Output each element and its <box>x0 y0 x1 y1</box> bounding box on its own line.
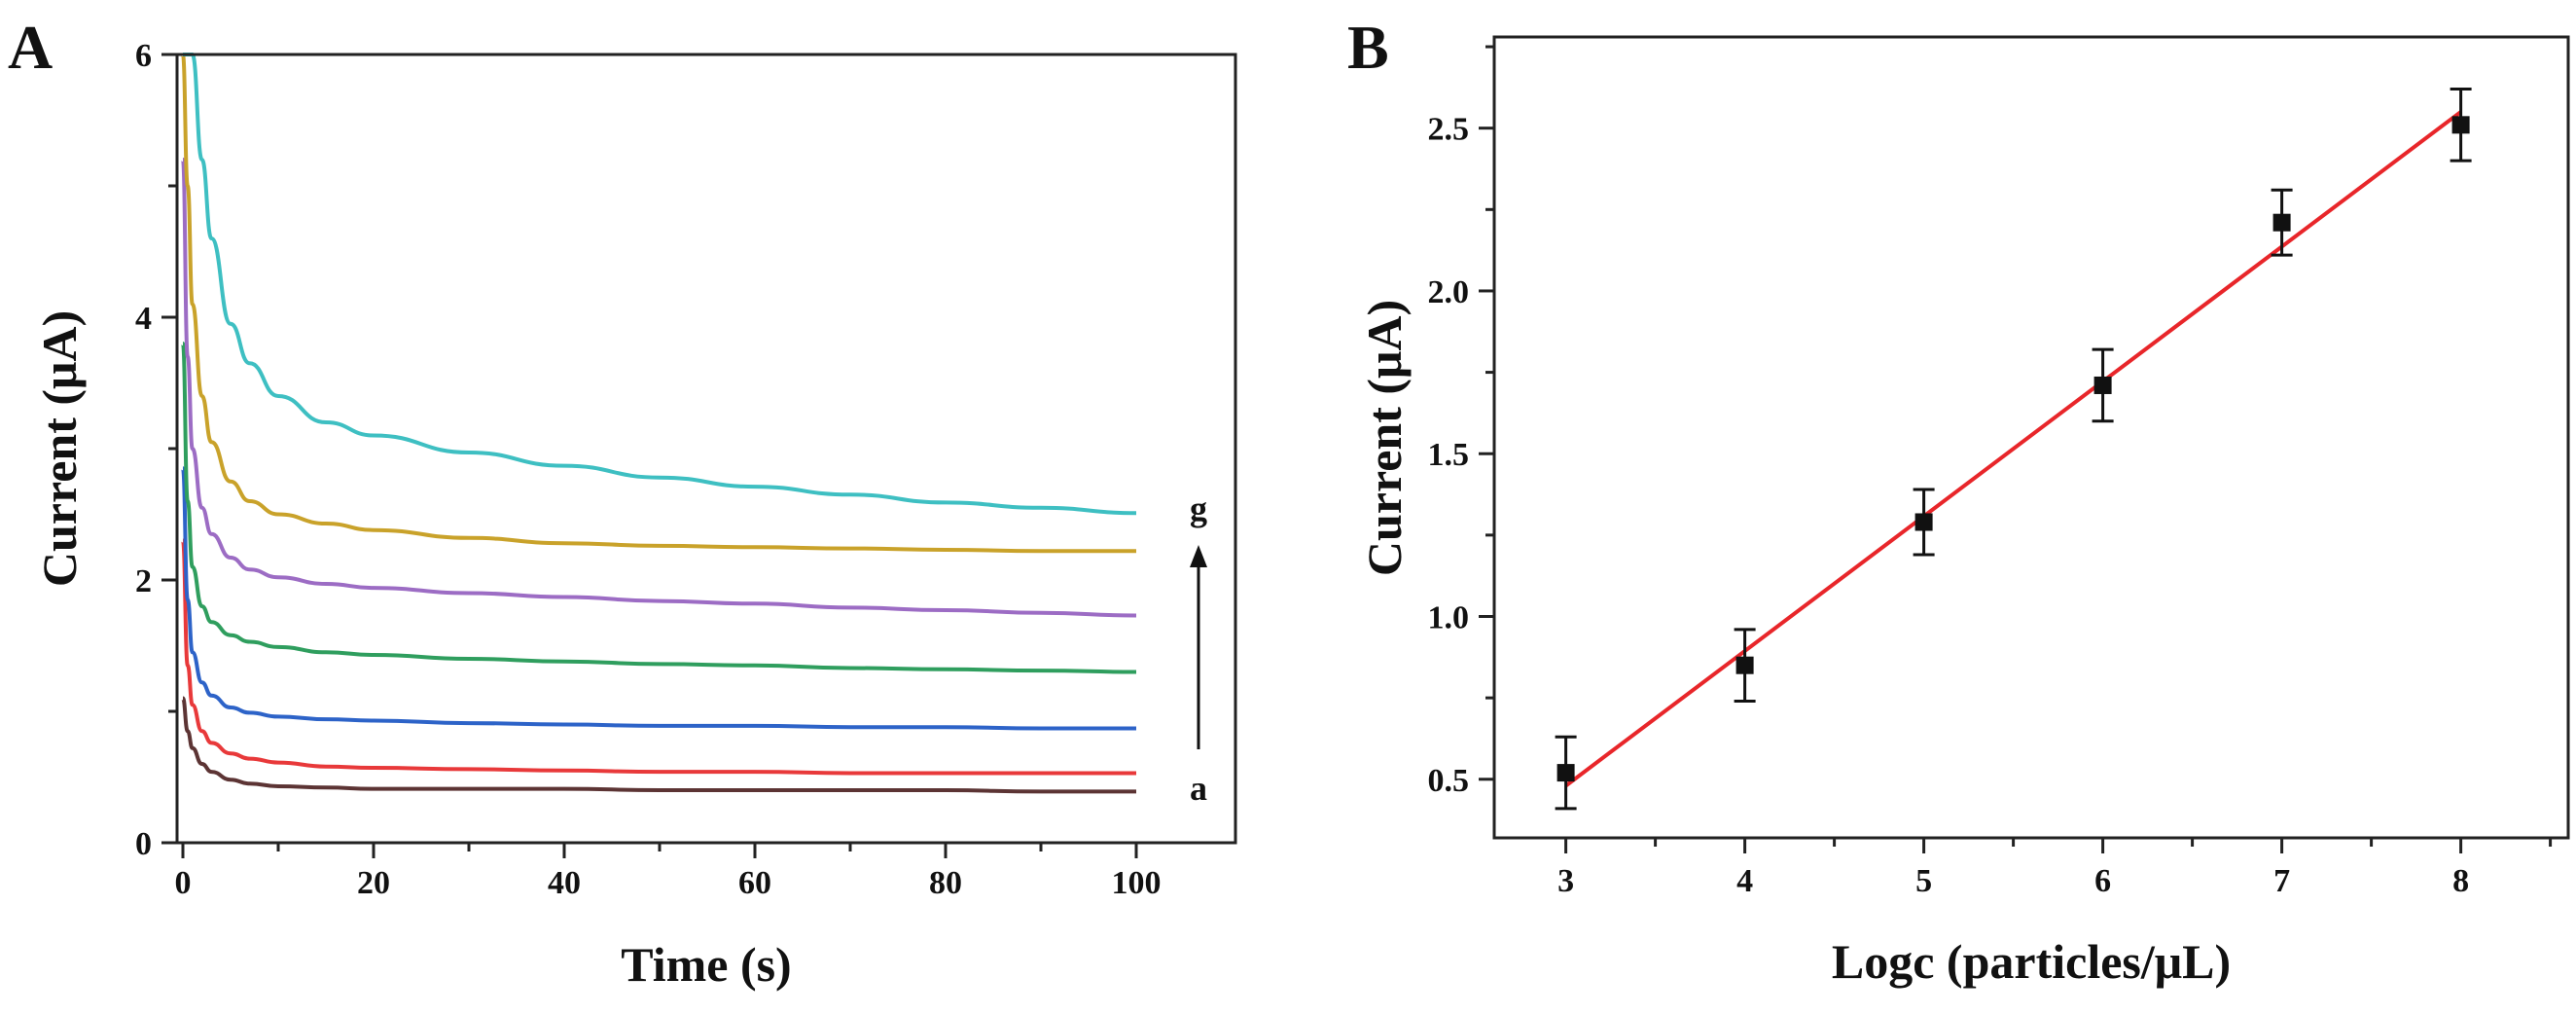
panel-b-y-axis-title: Current (μA) <box>1357 300 1412 576</box>
y-tick-label: 4 <box>135 301 152 337</box>
panel-a-label: A <box>8 13 53 82</box>
panel-a-x-axis-title: Time (s) <box>621 937 791 992</box>
panel-b-plot <box>1555 88 2472 811</box>
curve-b <box>181 538 1136 776</box>
panel-b-ticks: 3 4 5 6 7 8 0.5 1.0 1.5 2.0 2.5 <box>1428 45 2553 899</box>
x-tick-label: 3 <box>1557 863 1574 899</box>
y-tick-label: 2 <box>135 563 152 599</box>
x-tick-label: 8 <box>2452 863 2469 899</box>
x-tick-label: 7 <box>2273 863 2290 899</box>
x-tick-label: 6 <box>2094 863 2111 899</box>
curve-label-a: a <box>1190 769 1207 808</box>
x-tick-label: 60 <box>738 865 771 901</box>
panel-b: B 3 4 5 6 7 8 0.5 1.0 1.5 2.0 2.5 Logc (particles/… <box>1347 13 2570 989</box>
x-tick-label: 40 <box>548 865 581 901</box>
data-point <box>2093 376 2112 394</box>
panel-a-curves <box>181 53 1137 794</box>
y-tick-label: 2.0 <box>1428 274 1470 310</box>
curve-a <box>181 696 1136 794</box>
curve-d <box>181 342 1137 674</box>
fit-line <box>1564 110 2462 788</box>
x-tick-label: 100 <box>1112 865 1162 901</box>
x-tick-label: 4 <box>1736 863 1753 899</box>
panel-a-arrow <box>1190 545 1207 749</box>
panel-a: A 0 20 40 60 80 100 0 2 4 6 g a Time (s) Current … <box>8 13 1237 992</box>
data-point <box>2451 116 2470 134</box>
y-tick-label: 0 <box>135 826 152 862</box>
x-tick-label: 20 <box>357 865 390 901</box>
panel-b-frame <box>1492 35 2570 840</box>
curve-e <box>181 158 1137 618</box>
concentration-arrow-head <box>1190 545 1207 567</box>
curve-f <box>181 53 1136 554</box>
y-tick-label: 1.5 <box>1428 437 1470 473</box>
y-tick-label: 2.5 <box>1428 112 1470 148</box>
x-tick-label: 5 <box>1915 863 1932 899</box>
data-point <box>2272 213 2291 232</box>
data-point <box>1735 656 1754 674</box>
y-tick-label: 6 <box>135 38 152 74</box>
y-tick-label: 1.0 <box>1428 600 1470 636</box>
y-tick-label: 0.5 <box>1428 763 1470 799</box>
curve-label-g: g <box>1190 489 1207 528</box>
panel-a-y-axis-title: Current (μA) <box>32 310 87 587</box>
curve-g <box>183 53 1137 516</box>
curve-c <box>181 466 1136 731</box>
x-tick-label: 80 <box>929 865 962 901</box>
data-point <box>1556 764 1575 782</box>
data-point <box>1914 513 1933 531</box>
x-tick-label: 0 <box>175 865 192 901</box>
panel-a-ticks: 0 20 40 60 80 100 0 2 4 6 <box>135 38 1162 901</box>
panel-b-x-axis-title: Logc (particles/μL) <box>1832 934 2231 989</box>
panel-b-label: B <box>1347 13 1389 82</box>
